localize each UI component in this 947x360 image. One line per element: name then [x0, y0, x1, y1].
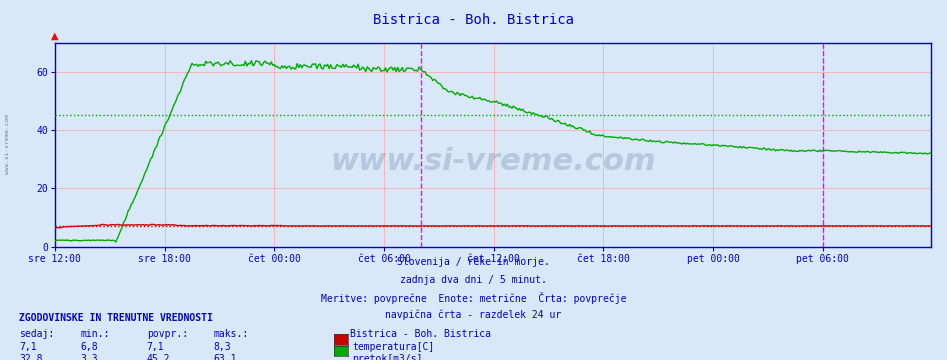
Text: 7,1: 7,1 [147, 342, 165, 352]
Text: min.:: min.: [80, 329, 110, 339]
Text: Bistrica - Boh. Bistrica: Bistrica - Boh. Bistrica [373, 13, 574, 27]
Text: navpična črta - razdelek 24 ur: navpična črta - razdelek 24 ur [385, 309, 562, 320]
Text: 32,8: 32,8 [19, 354, 43, 360]
Text: www.si-vreme.com: www.si-vreme.com [331, 147, 655, 176]
Text: ZGODOVINSKE IN TRENUTNE VREDNOSTI: ZGODOVINSKE IN TRENUTNE VREDNOSTI [19, 313, 213, 323]
Text: Slovenija / reke in morje.: Slovenija / reke in morje. [397, 257, 550, 267]
Text: maks.:: maks.: [213, 329, 248, 339]
Text: temperatura[C]: temperatura[C] [352, 342, 435, 352]
Text: 3,3: 3,3 [80, 354, 98, 360]
Text: Bistrica - Boh. Bistrica: Bistrica - Boh. Bistrica [350, 329, 491, 339]
Text: ▲: ▲ [51, 31, 59, 41]
Text: 6,8: 6,8 [80, 342, 98, 352]
Text: 63,1: 63,1 [213, 354, 237, 360]
Text: povpr.:: povpr.: [147, 329, 188, 339]
Text: sedaj:: sedaj: [19, 329, 54, 339]
Text: 7,1: 7,1 [19, 342, 37, 352]
Text: Meritve: povprečne  Enote: metrične  Črta: povprečje: Meritve: povprečne Enote: metrične Črta:… [321, 292, 626, 304]
Text: 8,3: 8,3 [213, 342, 231, 352]
Text: pretok[m3/s]: pretok[m3/s] [352, 354, 422, 360]
Text: 45,2: 45,2 [147, 354, 170, 360]
Text: zadnja dva dni / 5 minut.: zadnja dva dni / 5 minut. [400, 275, 547, 285]
Text: www.si-vreme.com: www.si-vreme.com [5, 114, 9, 174]
